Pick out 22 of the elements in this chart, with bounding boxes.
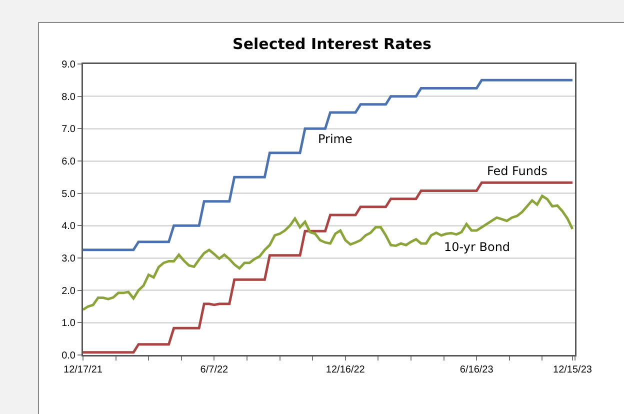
x-tick-label: 12/17/21 [64,364,103,376]
y-tick-label: 9.0 [62,60,76,70]
line-series [83,78,574,252]
y-tick-label: 7.0 [62,124,76,136]
series-label: 10-yr Bond [444,240,510,254]
y-tick-label: 6.0 [62,156,76,168]
y-tick-label: 0.0 [62,350,76,362]
x-tick-label: 6/16/23 [460,364,494,376]
line-series [83,181,574,354]
y-tick-label: 3.0 [62,254,76,264]
x-tick-label: 12/15/23 [553,364,592,376]
x-tick-label: 12/16/22 [326,364,366,376]
chart-title: Selected Interest Rates [232,35,432,54]
series-label: Prime [318,132,352,146]
y-tick-label: 4.0 [62,221,76,232]
y-tick-label: 8.0 [62,92,76,103]
line-series [83,194,574,311]
series-label: Fed Funds [487,164,548,178]
y-tick-label: 5.0 [62,188,76,200]
y-tick-label: 2.0 [62,286,76,297]
x-tick-label: 6/7/22 [200,364,229,376]
y-tick-label: 1.0 [62,318,76,330]
